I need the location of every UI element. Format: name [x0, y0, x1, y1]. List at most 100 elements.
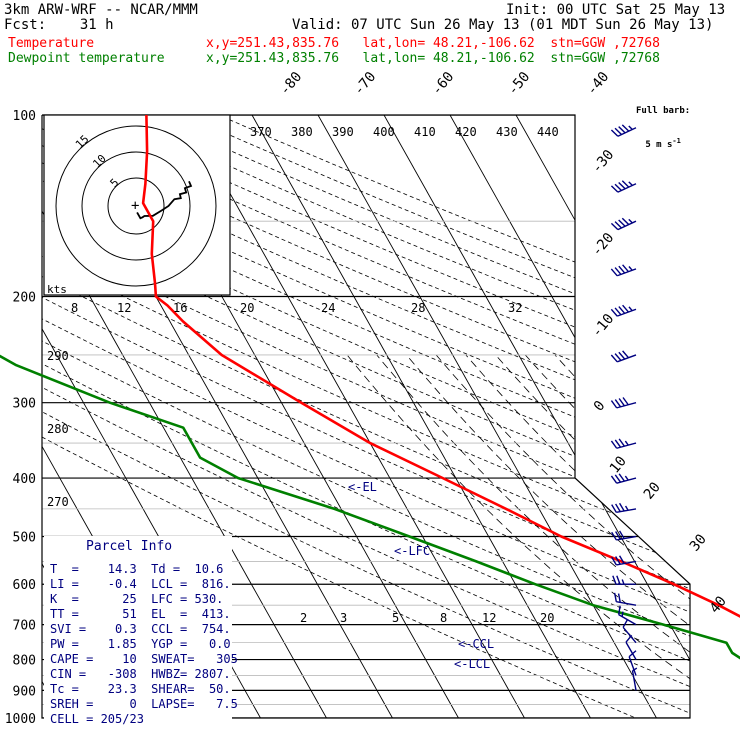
wind-barb-flag	[628, 306, 633, 312]
wind-barb-flag	[610, 129, 619, 137]
parcel-row: TT = 51 EL = 413.	[50, 607, 231, 621]
wind-barb-flag	[614, 183, 622, 191]
wind-barb-flag	[621, 579, 625, 585]
wind-barb-flag	[621, 611, 624, 617]
mixing-ratio-label: 5	[392, 611, 399, 625]
theta-tick-label: 440	[537, 125, 559, 139]
isotherm-line	[383, 115, 690, 718]
theta-tick-label: 390	[332, 125, 354, 139]
pressure-tick-label: 500	[13, 530, 36, 545]
wind-barb-staff	[622, 626, 637, 644]
hodograph-trace	[136, 180, 193, 220]
wind-barb-staff	[625, 641, 637, 660]
wind-barb-flag	[618, 502, 625, 512]
hodograph-box	[43, 114, 231, 296]
level-label: <-CCL	[458, 637, 494, 651]
upper-scale-label: 8	[71, 301, 78, 315]
dewpoint-profile-line	[0, 354, 740, 660]
level-label: <-LCL	[454, 657, 490, 671]
wind-barb-flag	[614, 267, 622, 275]
wind-barb-flag	[618, 126, 626, 134]
wind-barb-flag	[618, 219, 626, 227]
theta-tick-label: 410	[414, 125, 436, 139]
wind-barb-flag	[616, 575, 621, 585]
wind-barb-flag	[610, 222, 619, 231]
hodograph-center-mark: +	[131, 198, 139, 214]
temperature-location: x,y=251.43,835.76 lat,lon= 48.21,-106.62…	[206, 36, 660, 51]
wind-barb-flag	[614, 353, 622, 361]
barb-key-exponent: -1	[672, 137, 681, 145]
dry-adiabat-line	[42, 115, 690, 718]
isotherm-tick-label: -60	[429, 69, 458, 99]
dry-adiabat-line	[42, 115, 690, 718]
theta-tick-label: 370	[250, 125, 272, 139]
dry-adiabat-line	[42, 115, 667, 718]
chart-frame	[41, 114, 691, 719]
isotherm-tick-label: 30	[687, 531, 710, 554]
wind-barb-flag	[610, 268, 618, 277]
wind-barb-flag	[610, 400, 618, 409]
isotherm-line	[317, 115, 657, 718]
parcel-info-box: Parcel Info T = 14.3 Td = 10.6 LI = -0.4…	[44, 536, 238, 729]
parcel-info-title: Parcel Info	[86, 539, 173, 554]
wind-barb-flag	[618, 555, 625, 564]
isotherm-line	[515, 115, 690, 718]
isotherm-line	[251, 115, 591, 718]
wind-barb-flag	[610, 185, 619, 193]
isotherm-line	[647, 115, 690, 718]
dewpoint-location: x,y=251.43,835.76 lat,lon= 48.21,-106.62…	[206, 51, 660, 66]
wind-barb-staff	[628, 656, 637, 676]
isotherm-tick-label: -10	[589, 311, 618, 341]
wind-barb-flag	[615, 531, 621, 540]
theta-tick-label: 420	[455, 125, 477, 139]
wind-barb-flag	[614, 439, 622, 448]
mixing-ratio-label: 3	[340, 611, 347, 625]
wind-barb-flag	[612, 575, 617, 585]
parcel-row: CAPE = 10 SWEAT= 305	[50, 652, 238, 666]
valid-time: Valid: 07 UTC Sun 26 May 13 (01 MDT Sun …	[292, 17, 714, 33]
wind-barb-flag	[618, 306, 626, 314]
upper-scale-label: 24	[321, 301, 335, 315]
wind-barb-flag	[624, 475, 629, 481]
dry-adiabat-label: 290	[47, 349, 69, 363]
wind-barb-staff	[631, 670, 637, 691]
mixing-ratio-label: 2	[300, 611, 307, 625]
upper-scale-label: 12	[117, 301, 131, 315]
parcel-row: PW = 1.85 YGP = 0.0	[50, 637, 231, 651]
wind-barb-flag	[632, 667, 638, 672]
hodograph-ring	[55, 125, 217, 287]
wind-barb-flag	[617, 593, 621, 603]
wind-barb-flag	[618, 265, 626, 274]
isotherm-tick-label: -20	[589, 230, 618, 260]
isotherm-line	[449, 115, 690, 718]
hodograph-unit-label: kts	[47, 283, 67, 296]
dry-adiabat-line	[42, 115, 690, 718]
upper-scale-label: 16	[173, 301, 187, 315]
temperature-legend: Temperature	[8, 36, 95, 51]
wind-barb-flag	[621, 217, 630, 226]
parcel-row: T = 14.3 Td = 10.6	[50, 562, 224, 576]
dry-adiabat-line	[42, 115, 690, 718]
wind-barb-flag	[618, 530, 625, 539]
parcel-row: SVI = 0.3 CCL = 754.	[50, 622, 231, 636]
wind-barb-flag	[614, 474, 622, 483]
pressure-tick-label: 900	[13, 684, 36, 699]
isotherm-tick-label: 10	[607, 453, 630, 476]
pressure-tick-label: 800	[13, 654, 36, 669]
level-label: <-EL	[348, 480, 377, 494]
pressure-tick-label: 1000	[5, 712, 36, 727]
temperature-profile-line	[141, 114, 740, 618]
barb-key: Full barb: 5 m s-1	[636, 86, 690, 160]
init-time: Init: 00 UTC Sat 25 May 13	[506, 2, 726, 18]
level-label: <-LFC	[394, 544, 430, 558]
wind-barb-flag	[622, 619, 629, 628]
wind-barb-flag	[618, 398, 625, 407]
barb-key-line2: 5 m s-1	[636, 136, 690, 150]
isotherm-tick-label: -50	[505, 69, 534, 99]
model-title: 3km ARW-WRF -- NCAR/MMM	[4, 2, 198, 18]
wind-barb-flag	[610, 475, 618, 484]
pressure-tick-label: 100	[13, 109, 36, 124]
dry-adiabat-line	[42, 115, 690, 718]
wind-barb-flag	[614, 307, 622, 316]
dry-adiabat-label: 270	[47, 495, 69, 509]
